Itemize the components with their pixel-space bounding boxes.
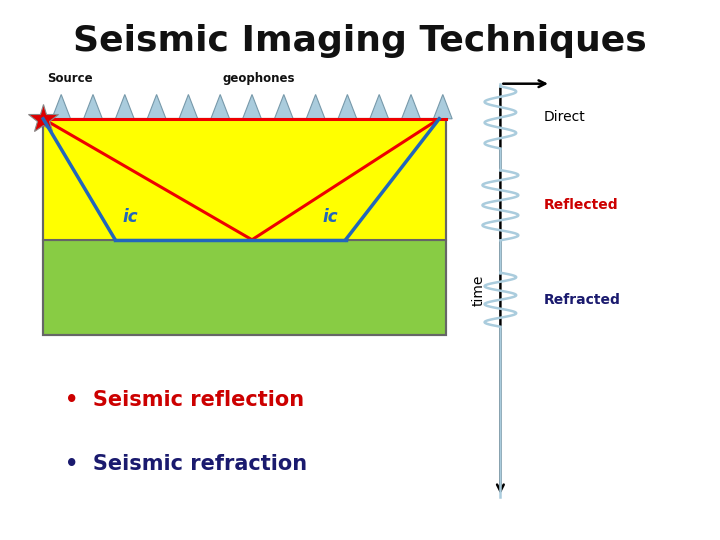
- Text: iᴄ: iᴄ: [122, 208, 138, 226]
- Bar: [43, 119, 446, 335]
- Text: Source: Source: [47, 72, 92, 85]
- Polygon shape: [402, 94, 420, 119]
- Polygon shape: [338, 94, 357, 119]
- Polygon shape: [115, 94, 134, 119]
- Polygon shape: [433, 94, 452, 119]
- Bar: [43, 240, 446, 335]
- Polygon shape: [84, 94, 102, 119]
- Text: Reflected: Reflected: [544, 198, 618, 212]
- Text: Direct: Direct: [544, 111, 585, 124]
- Text: iᴄ: iᴄ: [323, 208, 338, 226]
- Polygon shape: [243, 94, 261, 119]
- Text: geophones: geophones: [223, 72, 295, 85]
- Polygon shape: [52, 94, 71, 119]
- Polygon shape: [306, 94, 325, 119]
- Bar: [43, 119, 446, 240]
- Text: Refracted: Refracted: [544, 293, 621, 307]
- Polygon shape: [211, 94, 230, 119]
- Polygon shape: [179, 94, 198, 119]
- Polygon shape: [370, 94, 389, 119]
- Polygon shape: [274, 94, 293, 119]
- Text: •  Seismic refraction: • Seismic refraction: [65, 454, 307, 475]
- Text: Seismic Imaging Techniques: Seismic Imaging Techniques: [73, 24, 647, 58]
- Polygon shape: [147, 94, 166, 119]
- Text: •  Seismic reflection: • Seismic reflection: [65, 389, 304, 410]
- Text: time: time: [472, 274, 486, 306]
